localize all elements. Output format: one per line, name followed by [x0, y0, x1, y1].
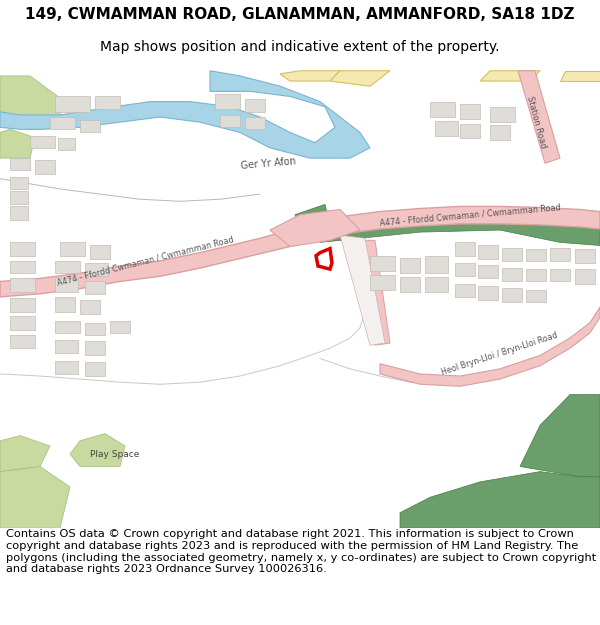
Polygon shape: [526, 249, 546, 261]
Polygon shape: [400, 278, 420, 292]
Polygon shape: [10, 242, 35, 256]
Polygon shape: [215, 94, 240, 109]
Polygon shape: [502, 248, 522, 261]
Polygon shape: [80, 120, 100, 132]
Polygon shape: [220, 115, 240, 128]
Polygon shape: [55, 96, 90, 112]
Text: Heol Bryn-Lloi / Bryn-Lloi Road: Heol Bryn-Lloi / Bryn-Lloi Road: [440, 330, 559, 376]
Text: Map shows position and indicative extent of the property.: Map shows position and indicative extent…: [100, 40, 500, 54]
Polygon shape: [460, 104, 480, 119]
Polygon shape: [560, 71, 600, 81]
Polygon shape: [478, 286, 498, 300]
Polygon shape: [80, 300, 100, 314]
Polygon shape: [520, 394, 600, 477]
Polygon shape: [575, 269, 595, 284]
Polygon shape: [550, 248, 570, 261]
Polygon shape: [310, 206, 600, 241]
Polygon shape: [10, 298, 35, 312]
Polygon shape: [435, 121, 458, 136]
Polygon shape: [58, 138, 75, 150]
Text: 149, CWMAMMAN ROAD, GLANAMMAN, AMMANFORD, SA18 1DZ: 149, CWMAMMAN ROAD, GLANAMMAN, AMMANFORD…: [25, 7, 575, 22]
Text: A474 - Ffordd Cwmaman / Cwmamman Road: A474 - Ffordd Cwmaman / Cwmamman Road: [379, 202, 561, 227]
Polygon shape: [0, 436, 50, 472]
Polygon shape: [60, 242, 85, 256]
Polygon shape: [478, 246, 498, 259]
Polygon shape: [0, 223, 310, 297]
Polygon shape: [0, 466, 70, 528]
Polygon shape: [55, 321, 80, 333]
Polygon shape: [55, 278, 78, 292]
Text: A474 - Ffordd Cwmaman / Cwmamman Road: A474 - Ffordd Cwmaman / Cwmamman Road: [56, 234, 234, 288]
Polygon shape: [10, 177, 28, 189]
Polygon shape: [10, 206, 28, 220]
Polygon shape: [270, 209, 360, 246]
Polygon shape: [430, 102, 455, 117]
Polygon shape: [480, 71, 540, 81]
Text: Station Road: Station Road: [525, 95, 547, 149]
Polygon shape: [245, 99, 265, 112]
Polygon shape: [455, 263, 475, 276]
Polygon shape: [85, 281, 105, 294]
Polygon shape: [10, 335, 35, 348]
Polygon shape: [85, 362, 105, 376]
Polygon shape: [55, 297, 75, 312]
Polygon shape: [490, 125, 510, 139]
Polygon shape: [320, 209, 600, 246]
Text: Ger Yr Afon: Ger Yr Afon: [240, 156, 296, 171]
Polygon shape: [526, 269, 546, 281]
Polygon shape: [110, 321, 130, 333]
Polygon shape: [370, 275, 395, 289]
Polygon shape: [10, 278, 35, 292]
Polygon shape: [400, 472, 600, 528]
Polygon shape: [35, 160, 55, 174]
Polygon shape: [425, 256, 448, 273]
Polygon shape: [55, 261, 80, 273]
Polygon shape: [0, 76, 65, 128]
Polygon shape: [245, 117, 265, 129]
Polygon shape: [55, 340, 78, 353]
Polygon shape: [355, 241, 390, 345]
Polygon shape: [455, 284, 475, 297]
Polygon shape: [50, 117, 75, 129]
Polygon shape: [526, 289, 546, 302]
Polygon shape: [0, 129, 35, 158]
Polygon shape: [330, 71, 390, 86]
Text: Contains OS data © Crown copyright and database right 2021. This information is : Contains OS data © Crown copyright and d…: [6, 529, 596, 574]
Polygon shape: [10, 191, 28, 204]
Polygon shape: [370, 256, 395, 271]
Polygon shape: [95, 96, 120, 109]
Polygon shape: [10, 158, 30, 171]
Polygon shape: [55, 361, 78, 374]
Polygon shape: [340, 235, 385, 345]
Polygon shape: [280, 71, 340, 81]
Polygon shape: [460, 124, 480, 138]
Polygon shape: [502, 288, 522, 302]
Polygon shape: [400, 258, 420, 273]
Polygon shape: [502, 268, 522, 281]
Polygon shape: [380, 307, 600, 386]
Polygon shape: [10, 261, 35, 273]
Polygon shape: [425, 278, 448, 292]
Polygon shape: [295, 204, 330, 232]
Polygon shape: [455, 242, 475, 256]
Polygon shape: [0, 71, 370, 158]
Polygon shape: [478, 265, 498, 278]
Polygon shape: [518, 71, 560, 163]
Polygon shape: [490, 107, 515, 122]
Polygon shape: [30, 136, 55, 148]
Text: Play Space: Play Space: [91, 449, 140, 459]
Polygon shape: [70, 434, 125, 466]
Polygon shape: [10, 316, 35, 330]
Polygon shape: [85, 322, 105, 335]
Polygon shape: [90, 246, 110, 259]
Polygon shape: [85, 263, 108, 276]
Polygon shape: [575, 249, 595, 263]
Polygon shape: [550, 269, 570, 281]
Polygon shape: [85, 341, 105, 356]
